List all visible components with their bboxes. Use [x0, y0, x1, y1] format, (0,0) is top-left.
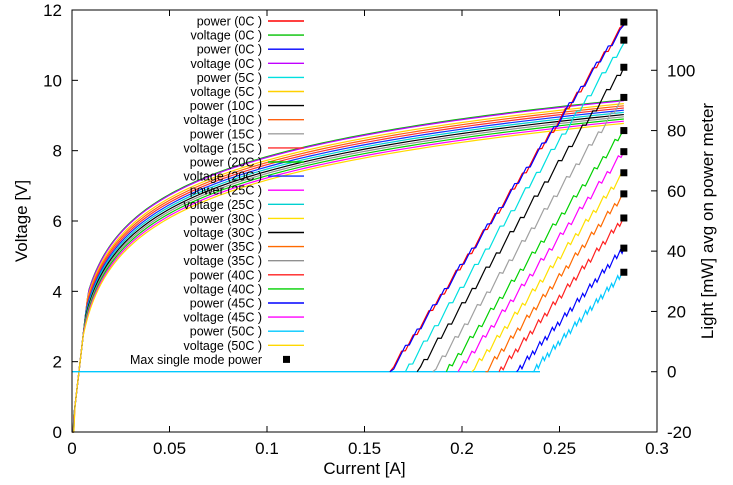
legend-entry-label: power (30C ) [190, 212, 262, 226]
legend-entry-label: voltage (5C ) [190, 85, 262, 99]
power-curve [485, 193, 625, 373]
legend-entry-label: power (15C ) [190, 127, 262, 141]
max-power-marker [620, 127, 628, 135]
max-power-marker [620, 18, 628, 26]
voltage-curve [72, 118, 624, 433]
max-power-marker [620, 214, 628, 222]
legend-entry-label: voltage (45C ) [183, 311, 262, 325]
legend-entry-label: power (0C ) [197, 15, 262, 29]
y-tick-label: 6 [53, 212, 62, 231]
legend-entry-label: voltage (50C ) [183, 339, 262, 353]
power-curve [389, 24, 625, 373]
power-curve [445, 130, 625, 372]
x-tick-label: 0.3 [645, 439, 669, 458]
legend-entry-label: voltage (20C ) [183, 170, 262, 184]
y-tick-label: 4 [53, 282, 62, 301]
legend-entry-label: power (35C ) [190, 240, 262, 254]
voltage-curve [72, 111, 624, 433]
voltage-curve [72, 105, 624, 433]
power-curve [471, 172, 624, 373]
voltage-curve [72, 120, 624, 433]
x-tick-label: 0.25 [543, 439, 576, 458]
y2-axis-title: Light [mW] avg on power meter [698, 103, 717, 340]
legend-entry-label: voltage (35C ) [183, 254, 262, 268]
legend-entry-label: power (40C ) [190, 268, 262, 282]
legend-entry-label: power (0C ) [197, 43, 262, 57]
legend-entry-label: voltage (30C ) [183, 226, 262, 240]
power-curve [457, 151, 625, 373]
y-axis-title: Voltage [V] [12, 180, 31, 262]
max-power-marker [620, 63, 628, 71]
x-tick-label: 0 [67, 439, 76, 458]
y2-tick-label: -20 [667, 423, 692, 442]
y2-tick-label: 60 [667, 182, 686, 201]
markers-layer [620, 18, 628, 276]
max-power-marker [620, 190, 628, 198]
voltage-curve [72, 109, 624, 433]
max-power-marker [620, 244, 628, 252]
x-axis-title: Current [A] [323, 459, 405, 478]
legend-entry-label: voltage (0C ) [190, 29, 262, 43]
y-tick-label: 12 [43, 1, 62, 20]
legend-entry-label: power (5C ) [197, 71, 262, 85]
legend-entry-label: voltage (0C ) [190, 57, 262, 71]
legend: power (0C )voltage (0C )power (0C )volta… [130, 15, 304, 367]
power-curve [389, 24, 625, 373]
legend-entry-label: voltage (25C ) [183, 198, 262, 212]
legend-entry-label: voltage (40C ) [183, 282, 262, 296]
max-power-marker [620, 93, 628, 101]
legend-entry-label: Max single mode power [130, 353, 262, 367]
legend-entry-marker [283, 355, 290, 363]
y-tick-label: 2 [53, 353, 62, 372]
voltage-curve [72, 107, 624, 433]
legend-entry-label: power (10C ) [190, 99, 262, 113]
legend-entry-label: power (25C ) [190, 184, 262, 198]
power-curve [532, 271, 625, 373]
x-tick-label: 0.15 [348, 439, 381, 458]
y2-tick-label: 40 [667, 242, 686, 261]
voltage-curve [72, 116, 624, 433]
power-curve [432, 96, 625, 373]
legend-entry-label: voltage (10C ) [183, 113, 262, 127]
voltage-curve [72, 113, 624, 433]
y2-tick-label: 20 [667, 302, 686, 321]
voltage-curve [72, 122, 624, 433]
y-tick-label: 8 [53, 142, 62, 161]
power-curve [498, 217, 625, 372]
y2-tick-label: 100 [667, 61, 695, 80]
power-curve [516, 247, 625, 373]
x-tick-label: 0.2 [450, 439, 474, 458]
y2-tick-label: 0 [667, 363, 676, 382]
legend-entry-label: power (20C ) [190, 156, 262, 170]
y2-tick-label: 80 [667, 122, 686, 141]
x-tick-label: 0.05 [153, 439, 186, 458]
max-power-marker [620, 268, 628, 276]
max-power-marker [620, 148, 628, 156]
y-tick-label: 0 [53, 423, 62, 442]
ticks-layer: 0 0.05 0.1 0.15 0.2 0.25 0.3 0 2 4 6 8 10 12 -20 0 20 40 6… [43, 1, 695, 458]
power-curve [404, 42, 625, 372]
y-tick-label: 10 [43, 71, 62, 90]
legend-entry-label: power (45C ) [190, 297, 262, 311]
x-tick-label: 0.1 [255, 439, 279, 458]
power-curve [416, 67, 625, 373]
curves-layer [72, 24, 625, 433]
legend-entry-label: voltage (15C ) [183, 141, 262, 155]
max-power-marker [620, 169, 628, 177]
legend-entry-label: power (50C ) [190, 325, 262, 339]
max-power-marker [620, 36, 628, 44]
